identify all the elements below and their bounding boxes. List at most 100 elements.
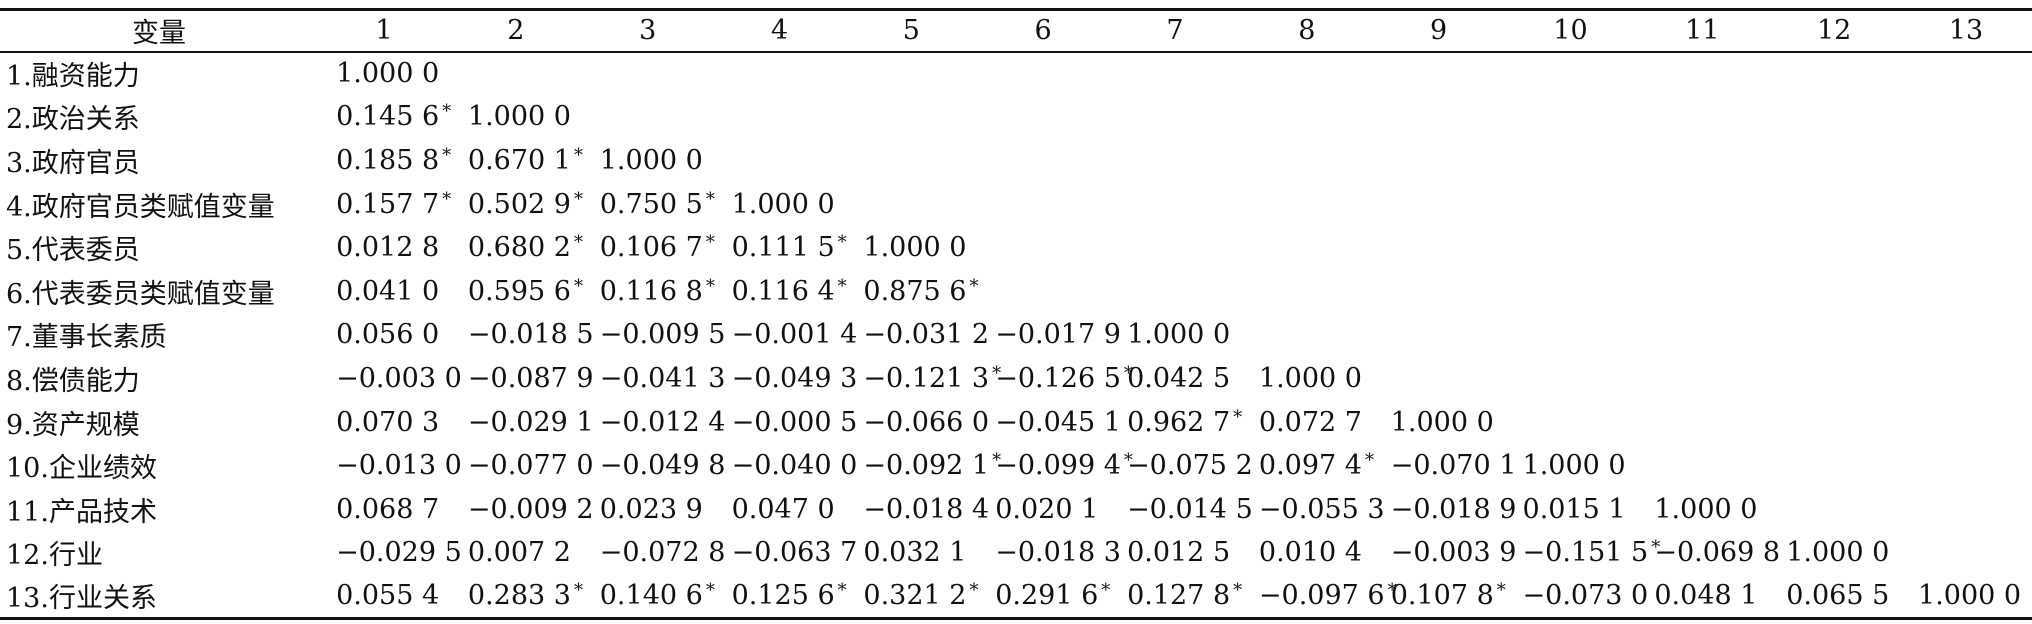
table-cell: −0.066 0 (845, 400, 989, 444)
table-cell (1768, 139, 1900, 183)
significance-mark: * (573, 275, 583, 297)
table-cell: −0.018 4 (845, 487, 989, 531)
table-cell: 0.157 7 * (318, 182, 451, 226)
table-cell: −0.049 3 (714, 357, 858, 401)
table-cell: −0.072 8 (582, 531, 726, 575)
cell-value: 0.055 4 (336, 580, 440, 612)
cell-value: 0.145 6 (336, 101, 440, 133)
table-cell: −0.029 5 (318, 531, 462, 575)
table-cell: −0.029 1 (450, 400, 594, 444)
table-cell (1636, 444, 1768, 488)
table-cell (1768, 487, 1900, 531)
table-cell: −0.031 2 (845, 313, 989, 357)
cell-value: −0.013 0 (336, 450, 462, 482)
table-cell (1636, 357, 1768, 401)
table-cell (1768, 182, 1900, 226)
table-cell (977, 226, 1109, 270)
table-cell: −0.017 9 (977, 313, 1121, 357)
table-cell: 0.680 2 * (450, 226, 583, 270)
table-cell (1768, 269, 1900, 313)
table-cell (1636, 95, 1768, 139)
table-cell (1241, 52, 1373, 96)
significance-mark: * (1496, 580, 1506, 602)
table-cell (1636, 313, 1768, 357)
table-cell: 0.670 1 * (450, 139, 583, 183)
table-cell (977, 95, 1109, 139)
table-cell (1505, 139, 1637, 183)
table-cell: −0.001 4 (714, 313, 858, 357)
table-cell: 0.068 7 (318, 487, 450, 531)
table-cell: −0.041 3 (582, 357, 726, 401)
cell-value: 0.283 3 (467, 580, 571, 612)
cell-value: −0.003 0 (336, 362, 462, 394)
significance-mark: * (705, 275, 715, 297)
table-cell (1505, 269, 1637, 313)
cell-value: 0.042 5 (1127, 362, 1231, 394)
table-cell: −0.045 1 (977, 400, 1121, 444)
table-cell (1241, 226, 1373, 270)
header-col-5: 5 (845, 8, 978, 53)
table-cell (977, 52, 1109, 96)
table-cell (1505, 182, 1637, 226)
cell-value: 0.020 1 (995, 493, 1099, 525)
table-cell (1373, 313, 1505, 357)
significance-mark: * (1233, 580, 1243, 602)
table-row: 9.资产规模 0.070 3 −0.029 1 −0.012 4 −0.000 5 −0.… (0, 400, 2032, 444)
table-cell: −0.069 8 (1636, 531, 1780, 575)
cell-value: 0.140 6 (599, 580, 703, 612)
cell-value: 0.065 5 (1786, 580, 1890, 612)
table-cell: 0.056 0 (318, 313, 450, 357)
table-cell: −0.009 2 (450, 487, 594, 531)
table-cell (1373, 226, 1505, 270)
table-cell: −0.087 9 (450, 357, 594, 401)
table-cell (977, 269, 1109, 313)
table-cell (1636, 182, 1768, 226)
row-label: 10.企业绩效 (6, 453, 157, 485)
cell-value: 0.291 6 (995, 580, 1099, 612)
cell-value: 1.000 0 (1127, 319, 1231, 351)
table-cell (1373, 95, 1505, 139)
cell-value: −0.126 5 (995, 362, 1121, 394)
cell-value: −0.001 4 (731, 319, 858, 351)
cell-value: −0.097 6 (1258, 580, 1385, 612)
table-cell (1900, 95, 2032, 139)
table-cell: 1.000 0 (1768, 531, 1900, 575)
cell-value: −0.003 9 (1390, 537, 1517, 569)
cell-value: −0.092 1 (863, 450, 990, 482)
cell-value: 0.157 7 (336, 188, 440, 220)
table-cell (582, 95, 714, 139)
header-col-13: 13 (1900, 8, 2032, 53)
table-cell (1768, 400, 1900, 444)
row-label: 13.行业关系 (0, 574, 319, 620)
significance-mark: * (442, 101, 452, 123)
table-cell: 1.000 0 (714, 182, 846, 226)
table-row: 10.企业绩效 −0.013 0 −0.077 0 −0.049 8 −0.040 0−… (0, 444, 2032, 488)
table-cell (1109, 139, 1241, 183)
significance-mark: * (573, 580, 583, 602)
table-cell (1636, 226, 1768, 270)
table-cell: 1.000 0 (1636, 487, 1768, 531)
significance-mark: * (1123, 450, 1133, 472)
row-label: 12.行业 (6, 540, 103, 572)
table-row: 12.行业 −0.029 5 0.007 2 −0.072 8 −0.063 7 0.03… (0, 531, 2032, 575)
cell-value: 0.056 0 (336, 319, 440, 351)
cell-value: −0.018 9 (1390, 493, 1517, 525)
cell-value: 1.000 0 (1786, 537, 1890, 569)
cell-value: 0.015 1 (1522, 493, 1626, 525)
table-cell (1109, 269, 1241, 313)
table-cell (1636, 52, 1768, 96)
cell-value: −0.031 2 (863, 319, 990, 351)
significance-mark: * (992, 450, 1002, 472)
table-cell (1900, 139, 2032, 183)
table-cell: 0.111 5 * (714, 226, 847, 270)
cell-value: −0.077 0 (467, 450, 594, 482)
significance-mark: * (573, 232, 583, 254)
cell-value: 0.106 7 (599, 232, 703, 264)
table-cell (450, 52, 582, 96)
significance-mark: * (1233, 406, 1243, 428)
cell-value: 0.116 8 (599, 275, 703, 307)
table-cell: 0.125 6 * (713, 574, 847, 620)
significance-mark: * (1101, 580, 1111, 602)
table-cell: 0.012 8 (318, 226, 450, 270)
